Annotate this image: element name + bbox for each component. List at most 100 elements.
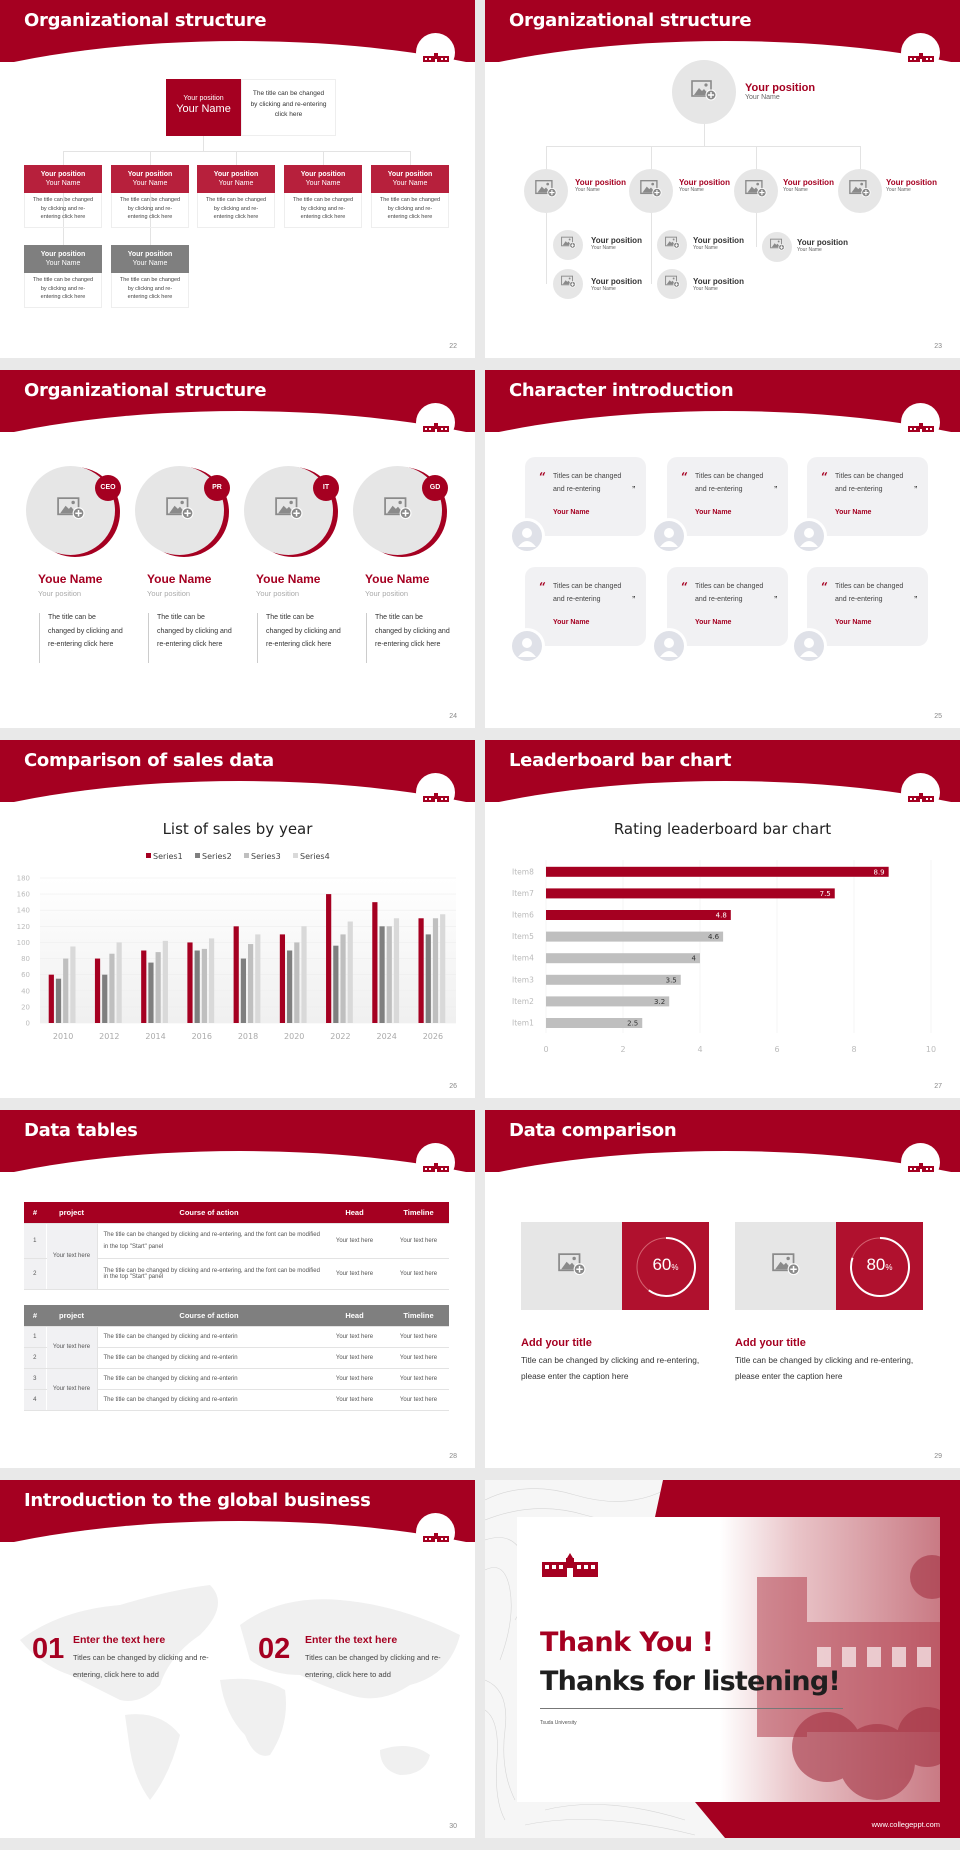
node-position: Your position <box>591 236 642 245</box>
page-number: 23 <box>934 343 942 350</box>
quote-card[interactable]: “ Titles can be changed and re-entering ” Y… <box>667 457 788 536</box>
avatar[interactable] <box>651 518 687 554</box>
slide-22[interactable]: Organizational structure Your position Y… <box>0 0 475 358</box>
y-tick-label: 20 <box>21 1003 30 1011</box>
node-photo-placeholder[interactable] <box>734 169 778 213</box>
quote-card[interactable]: “ Titles can be changed and re-entering ” Y… <box>667 567 788 646</box>
card-position: Your position <box>387 171 433 178</box>
image-add-icon <box>664 275 680 293</box>
org-card[interactable]: Your position Your Name The title can be c… <box>24 165 102 228</box>
top-name: Your Name <box>176 103 231 115</box>
node-photo-placeholder[interactable] <box>524 169 568 213</box>
slide-25[interactable]: Character introduction “ Titles can be ch… <box>485 370 960 728</box>
page-number: 26 <box>449 1083 457 1090</box>
card-position: Your position <box>40 171 86 178</box>
subnode-photo-placeholder[interactable] <box>762 232 792 262</box>
timeline-cell: Your text here <box>388 1347 449 1369</box>
image-placeholder[interactable] <box>521 1222 622 1310</box>
card-position: Your position <box>127 171 173 178</box>
page-number: 29 <box>934 1453 942 1460</box>
university-logo-icon <box>901 1143 940 1172</box>
project-cell: Your text here <box>45 1368 98 1411</box>
page-number: 28 <box>449 1453 457 1460</box>
website-link[interactable]: www.collegeppt.com <box>871 1820 940 1829</box>
slide-thank-you[interactable]: Thank You ! Thanks for listening! Tsuda … <box>485 1480 960 1838</box>
compare-text: Title can be changed by clicking and re-… <box>521 1355 700 1381</box>
quote-text: Titles can be changed and re-entering <box>553 583 622 603</box>
avatar[interactable] <box>509 518 545 554</box>
top-photo-placeholder[interactable] <box>672 60 736 124</box>
quote-author: Your Name <box>553 509 590 516</box>
org-card[interactable]: Your position Your Name The title can be c… <box>284 165 362 228</box>
node-name: Your Name <box>693 245 718 251</box>
head-cell: Your text here <box>321 1258 388 1290</box>
slide-23[interactable]: Organizational structure Your position Yo… <box>485 0 960 358</box>
subnode-photo-placeholder[interactable] <box>657 269 687 299</box>
card-position: Your position <box>40 251 86 258</box>
slide-29[interactable]: Data comparison 60% Add your title Title… <box>485 1110 960 1468</box>
slide-30[interactable]: Introduction to the global business 01 E… <box>0 1480 475 1838</box>
subnode-photo-placeholder[interactable] <box>553 269 583 299</box>
quote-author: Your Name <box>835 619 872 626</box>
slide-header: Organizational structure <box>0 0 475 62</box>
avatar[interactable] <box>651 628 687 664</box>
timeline-cell: Your text here <box>388 1389 449 1411</box>
org-card[interactable]: Your position Your Name The title can be c… <box>24 245 102 308</box>
image-add-icon <box>745 179 767 203</box>
subnode-photo-placeholder[interactable] <box>657 230 687 260</box>
quote-card[interactable]: “ Titles can be changed and re-entering ” Y… <box>807 457 928 536</box>
slide-27[interactable]: Leaderboard bar chart Rating leaderboard… <box>485 740 960 1098</box>
card-name: Your Name <box>392 180 428 187</box>
open-quote-icon: “ <box>821 580 828 594</box>
col-header: project <box>46 1305 97 1327</box>
x-tick-label: 2012 <box>99 1032 119 1041</box>
x-tick-label: 2018 <box>238 1032 258 1041</box>
legend-label: Series3 <box>251 852 281 861</box>
progress-ring <box>636 1237 696 1297</box>
avatar[interactable] <box>791 518 827 554</box>
node-photo-placeholder[interactable] <box>838 169 882 213</box>
org-card[interactable]: Your position Your Name The title can be c… <box>111 165 189 228</box>
legend-label: Series1 <box>153 852 183 861</box>
table-row: 3 Your text here The title can be changed … <box>24 1368 449 1411</box>
image-placeholder[interactable] <box>735 1222 836 1310</box>
node-position: Your position <box>575 178 626 187</box>
bar-series2 <box>55 978 62 1023</box>
head-cell: Your text here <box>321 1223 388 1259</box>
slide-24[interactable]: Organizational structure CEO Youe Name Y… <box>0 370 475 728</box>
y-tick-label: Item7 <box>512 889 534 898</box>
project-cell: Your text here <box>45 1326 98 1369</box>
member-name: Youe Name <box>147 572 212 586</box>
page-number: 25 <box>934 713 942 720</box>
avatar[interactable] <box>791 628 827 664</box>
top-position-box[interactable]: Your position Your Name <box>166 79 241 136</box>
bar-item5 <box>546 931 724 942</box>
subnode-photo-placeholder[interactable] <box>553 230 583 260</box>
bar-item8 <box>546 866 889 877</box>
quote-card[interactable]: “ Titles can be changed and re-entering ” Y… <box>807 567 928 646</box>
bar-series4 <box>301 926 307 1023</box>
quote-text: Titles can be changed and re-entering <box>835 473 904 493</box>
slide-28[interactable]: Data tables # project Course of action Head… <box>0 1110 475 1468</box>
table-row: 1 Your text here The title can be changed … <box>24 1326 449 1369</box>
slide-26[interactable]: Comparison of sales data List of sales b… <box>0 740 475 1098</box>
quote-card[interactable]: “ Titles can be changed and re-entering ” Y… <box>525 567 646 646</box>
bar-series1 <box>94 958 101 1023</box>
y-tick-label: Item2 <box>512 997 534 1006</box>
bar-series4 <box>162 940 168 1023</box>
org-card[interactable]: Your position Your Name The title can be c… <box>197 165 275 228</box>
avatar[interactable] <box>509 628 545 664</box>
x-tick-label: 2 <box>620 1045 625 1054</box>
org-card[interactable]: Your position Your Name The title can be c… <box>371 165 449 228</box>
image-add-icon <box>691 79 717 106</box>
y-tick-label: Item6 <box>512 911 534 920</box>
org-card[interactable]: Your position Your Name The title can be c… <box>111 245 189 308</box>
quote-card[interactable]: “ Titles can be changed and re-entering ” Y… <box>525 457 646 536</box>
y-tick-label: 0 <box>26 1020 30 1028</box>
bar-series3 <box>63 958 69 1023</box>
card-name: Your Name <box>45 180 81 187</box>
slide-header: Data comparison <box>485 1110 960 1172</box>
node-photo-placeholder[interactable] <box>629 169 673 213</box>
divider <box>366 613 367 663</box>
row-number: 3 <box>24 1368 46 1390</box>
